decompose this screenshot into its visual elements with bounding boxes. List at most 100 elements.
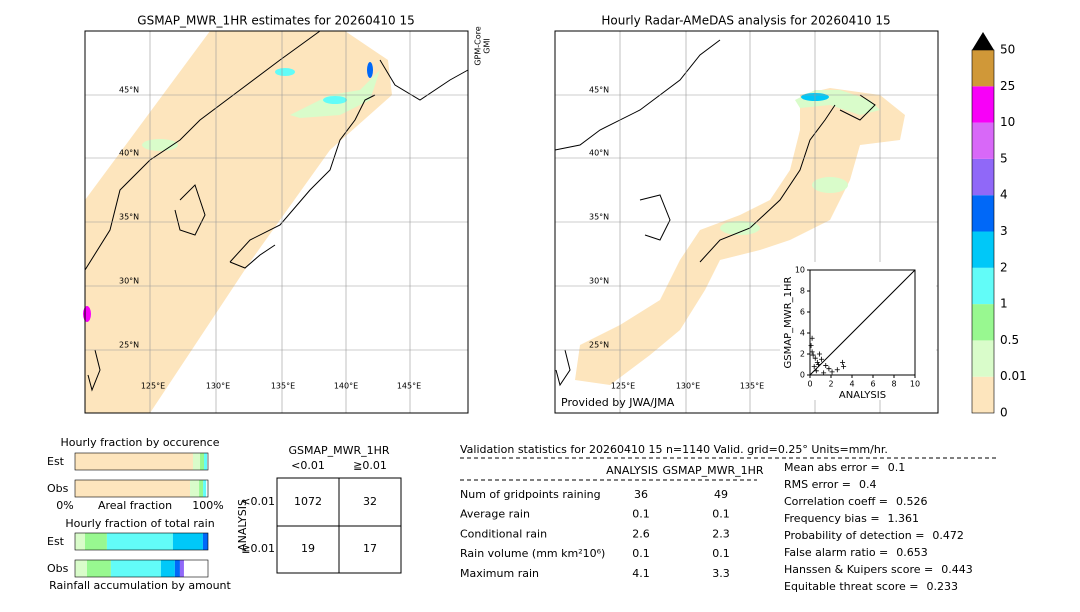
- fraction-segment: [204, 453, 208, 470]
- color-swatch: [972, 231, 994, 268]
- score-value: 0.233: [926, 580, 958, 593]
- coastline: [839, 94, 876, 121]
- axis-label: 100%: [192, 499, 223, 512]
- cell: 17: [363, 542, 377, 555]
- fraction-segment: [174, 560, 180, 577]
- fraction-segment: [75, 480, 191, 497]
- credit: Provided by JWA/JMA: [561, 396, 675, 409]
- point: [826, 366, 832, 372]
- fraction-segment: [110, 560, 161, 577]
- fraction-segment: [75, 453, 193, 470]
- coastline: [379, 59, 469, 101]
- point: [834, 367, 840, 373]
- rain-patch: [367, 62, 373, 78]
- color-swatch: [972, 340, 994, 377]
- map-title: GSMAP_MWR_1HR estimates for 20260410 15: [137, 14, 414, 28]
- cell: 19: [301, 542, 315, 555]
- lat-label: 25°N: [119, 341, 139, 350]
- lon-label: 145°E: [397, 382, 421, 391]
- fraction-segment: [200, 453, 205, 470]
- row-label: Est: [47, 455, 65, 468]
- y-tick-label: 8: [800, 287, 805, 296]
- axis-label: Areal fraction: [98, 499, 172, 512]
- score-value: 0.4: [859, 478, 877, 491]
- color-swatch: [972, 376, 994, 413]
- row-label: Obs: [47, 482, 69, 495]
- chart-title: Hourly fraction of total rain: [65, 517, 214, 530]
- rain-patch: [275, 68, 295, 76]
- stat-value: 0.1: [712, 547, 730, 560]
- x-tick-label: 10: [910, 380, 920, 389]
- radar-coverage: [575, 88, 905, 385]
- sensor-label: GPM-Core: [474, 26, 483, 65]
- map-title: Hourly Radar-AMeDAS analysis for 2026041…: [601, 14, 890, 28]
- color-swatch: [972, 86, 994, 123]
- fraction-segment: [75, 560, 87, 577]
- y-tick-label: 4: [800, 329, 805, 338]
- extend-arrow: [972, 32, 994, 50]
- coastline: [554, 39, 721, 151]
- lat-label: 45°N: [119, 86, 139, 95]
- fraction-segment: [202, 533, 208, 550]
- fraction-segment: [192, 453, 201, 470]
- lon-label: 130°E: [206, 382, 230, 391]
- point: [829, 369, 835, 375]
- coastline: [84, 30, 321, 271]
- col-header: GSMAP_MWR_1HR: [662, 464, 763, 477]
- coastline: [639, 194, 671, 241]
- stat-label: Rain volume (mm km²10⁶): [460, 547, 605, 560]
- stat-label: Maximum rain: [460, 567, 539, 580]
- colorbar-label: 0.01: [1000, 369, 1027, 383]
- sensor-label: GMI: [483, 38, 492, 53]
- table-title: GSMAP_MWR_1HR: [288, 444, 389, 457]
- stat-value: 0.1: [632, 508, 650, 521]
- x-tick-label: 8: [891, 380, 896, 389]
- coastline: [229, 244, 276, 269]
- coastline: [174, 184, 206, 236]
- score-value: 0.472: [932, 529, 964, 542]
- colorbar-frame: [971, 49, 995, 414]
- rain-patch: [720, 221, 760, 235]
- point: [840, 359, 846, 365]
- fraction-segment: [84, 533, 107, 550]
- stat-value: 0.1: [712, 508, 730, 521]
- point: [821, 370, 827, 376]
- fraction-segment: [172, 533, 203, 550]
- colorbar-label: 25: [1000, 79, 1015, 93]
- bar-frame: [74, 452, 209, 471]
- col-header: <0.01: [291, 459, 325, 472]
- colorbar-label: 1: [1000, 297, 1008, 311]
- left-map: 45°N 40°N 35°N 30°N 25°N 125°E 130°E 135…: [83, 14, 492, 414]
- point: [813, 368, 819, 374]
- fraction-segment: [199, 480, 204, 497]
- point: [841, 364, 847, 370]
- col-header: ≧0.01: [353, 459, 387, 472]
- rain-patch: [142, 139, 178, 151]
- color-swatch: [972, 195, 994, 232]
- score-label: False alarm ratio =: [784, 546, 888, 559]
- plot-frame: [809, 269, 916, 376]
- stat-value: 2.6: [632, 527, 650, 540]
- colorbar-label: 2: [1000, 260, 1008, 274]
- point: [823, 363, 829, 369]
- point: [811, 364, 817, 370]
- stat-value: 49: [714, 488, 728, 501]
- x-tick-label: 4: [849, 380, 854, 389]
- row-label: Est: [47, 535, 65, 548]
- x-tick-label: 0: [807, 380, 812, 389]
- bar-frame: [74, 559, 209, 578]
- y-tick-label: 6: [800, 308, 805, 317]
- score-value: 0.526: [896, 495, 928, 508]
- coastline: [555, 349, 571, 387]
- lat-label: 45°N: [589, 86, 609, 95]
- bar-frame: [74, 479, 209, 498]
- chart-title: Hourly fraction by occurence: [61, 436, 220, 449]
- lat-label: 25°N: [589, 341, 609, 350]
- y-tick-label: 0: [800, 371, 805, 380]
- row-header: <0.01: [241, 495, 275, 508]
- colorbar-label: 5: [1000, 151, 1008, 165]
- fraction-segment: [86, 560, 111, 577]
- score-label: Probability of detection =: [784, 529, 924, 542]
- lon-label: 125°E: [611, 382, 635, 391]
- row-label: Obs: [47, 562, 69, 575]
